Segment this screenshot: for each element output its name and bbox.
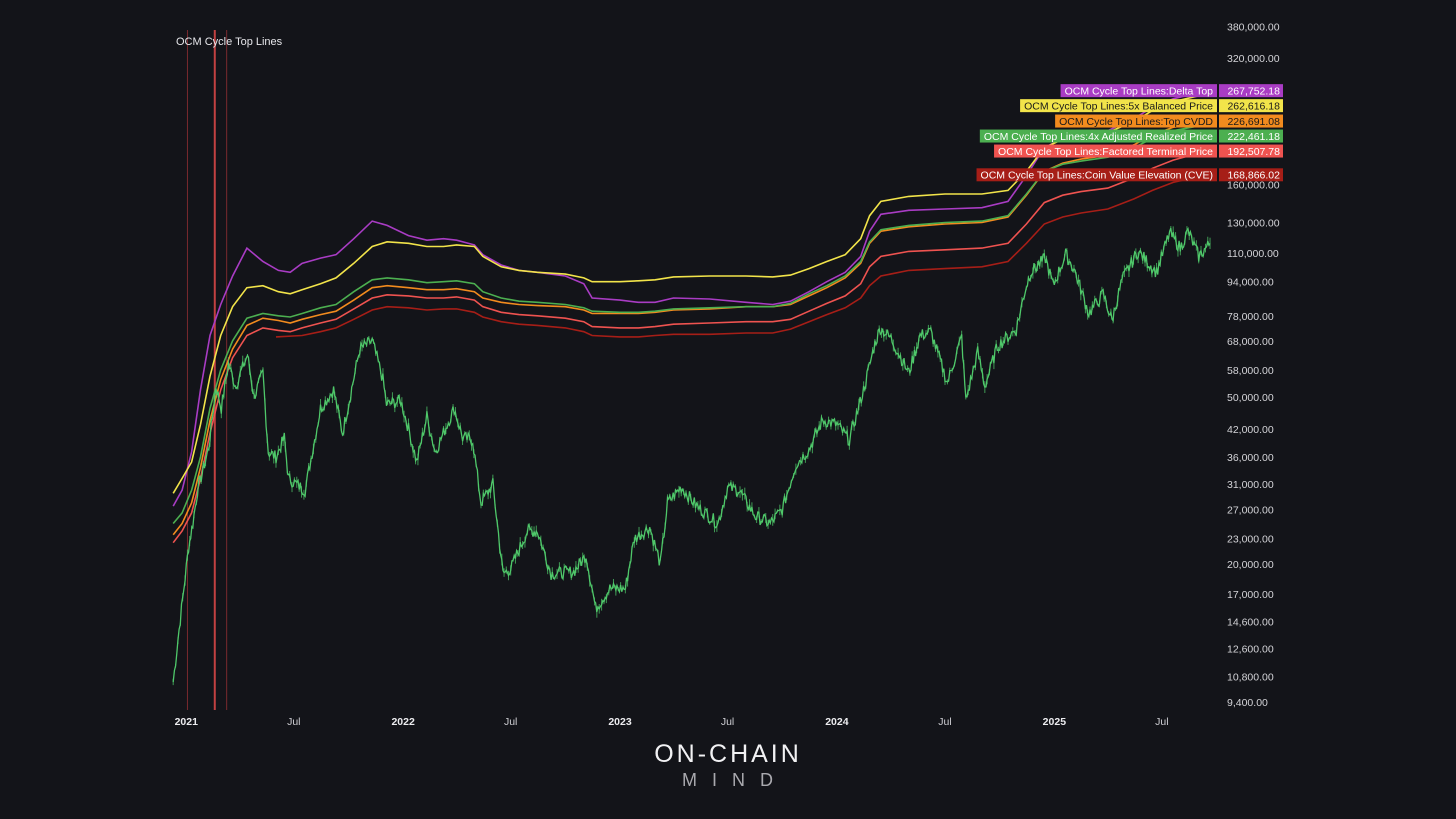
legend-label: OCM Cycle Top Lines:Factored Terminal Pr… [994,144,1283,158]
x-tick-label: 2025 [1043,716,1067,728]
x-tick-label: 2022 [391,716,415,728]
legend-name: OCM Cycle Top Lines:Factored Terminal Pr… [998,146,1213,158]
legend-labels: OCM Cycle Top Lines:Delta Top 267,752.18O… [976,84,1283,182]
y-tick-label: 320,000.00 [1227,53,1280,65]
legend-value-box [1219,129,1283,143]
series-line [172,123,1208,525]
series-line [172,89,1208,507]
legend-name: OCM Cycle Top Lines:Delta Top [1065,85,1214,97]
legend-label: OCM Cycle Top Lines:5x Balanced Price 262… [1020,99,1283,112]
y-tick-label: 68,000.00 [1227,336,1274,348]
y-tick-label: 42,000.00 [1227,424,1274,436]
x-tick-label: Jul [938,716,951,728]
x-tick-label: 2024 [825,716,849,728]
series-line [172,150,1208,544]
y-tick-label: 14,600.00 [1227,617,1274,629]
legend-value-box [1219,114,1283,128]
y-tick-label: 10,800.00 [1227,672,1274,684]
legend-name-box [994,144,1217,158]
price-line [172,227,1211,683]
legend-value-box [1219,99,1283,113]
legend-label: OCM Cycle Top Lines:Delta Top 267,752.18 [1060,84,1283,98]
legend-name-box [979,129,1217,143]
legend-value: 226,691.08 [1227,116,1280,128]
y-tick-label: 23,000.00 [1227,534,1274,546]
legend-label: OCM Cycle Top Lines:Coin Value Elevation… [976,168,1283,182]
legend-name: OCM Cycle Top Lines:Coin Value Elevation… [981,170,1213,182]
y-tick-label: 50,000.00 [1227,392,1274,404]
series-line [172,93,1208,494]
y-tick-label: 17,000.00 [1227,589,1274,601]
y-axis: 380,000.00 320,000.00 160,000.00 130,000.00… [1227,22,1280,709]
series-lines [172,89,1208,544]
legend-name-box [1060,84,1217,98]
y-tick-label: 94,000.00 [1227,277,1274,289]
price-series [172,226,1211,686]
y-tick-label: 78,000.00 [1227,311,1274,323]
x-tick-label: Jul [1155,716,1168,728]
legend-value-box [1219,168,1283,182]
indicator-title: OCM Cycle Top Lines [176,36,283,48]
brand-subtitle: MIND [682,770,788,790]
x-axis: 2021 Jul 2022 Jul 2023 Jul 2024 Jul 2025 Jul [175,716,1169,728]
x-tick-label: Jul [504,716,517,728]
legend-value: 222,461.18 [1227,131,1280,143]
legend-name: OCM Cycle Top Lines:Top CVDD [1059,116,1213,128]
legend-label: OCM Cycle Top Lines:Top CVDD 226,691.08 [1055,114,1283,128]
series-line [275,173,1208,338]
legend-name: OCM Cycle Top Lines:5x Balanced Price [1024,100,1213,112]
legend-name-box [1055,114,1217,128]
event-vertical-lines [186,30,228,710]
y-tick-label: 27,000.00 [1227,504,1274,516]
y-tick-label: 110,000.00 [1227,248,1279,260]
legend-name-box [1020,99,1217,113]
legend-name: OCM Cycle Top Lines:4x Adjusted Realized… [984,131,1213,143]
x-tick-label: Jul [287,716,300,728]
x-tick-label: 2023 [608,716,632,728]
y-tick-label: 20,000.00 [1227,559,1274,571]
legend-name-box [976,168,1217,182]
y-tick-label: 36,000.00 [1227,452,1274,464]
brand-wordmark: ON-CHAIN [654,740,802,768]
y-tick-label: 31,000.00 [1227,479,1274,491]
legend-value: 267,752.18 [1227,85,1280,97]
legend-value-box [1219,84,1283,98]
y-tick-label: 9,400.00 [1227,697,1268,709]
y-tick-label: 130,000.00 [1227,218,1280,230]
legend-value-box [1219,144,1283,158]
x-tick-label: 2021 [175,716,199,728]
y-tick-label: 160,000.00 [1227,180,1280,192]
legend-value: 262,616.18 [1227,100,1280,112]
legend-value: 168,866.02 [1227,170,1280,182]
x-tick-label: Jul [721,716,734,728]
y-tick-label: 12,600.00 [1227,644,1274,656]
legend-label: OCM Cycle Top Lines:4x Adjusted Realized… [979,129,1283,143]
series-line [172,120,1208,536]
y-tick-label: 380,000.00 [1227,22,1280,34]
y-tick-label: 58,000.00 [1227,365,1274,377]
legend-value: 192,507.78 [1227,146,1280,158]
